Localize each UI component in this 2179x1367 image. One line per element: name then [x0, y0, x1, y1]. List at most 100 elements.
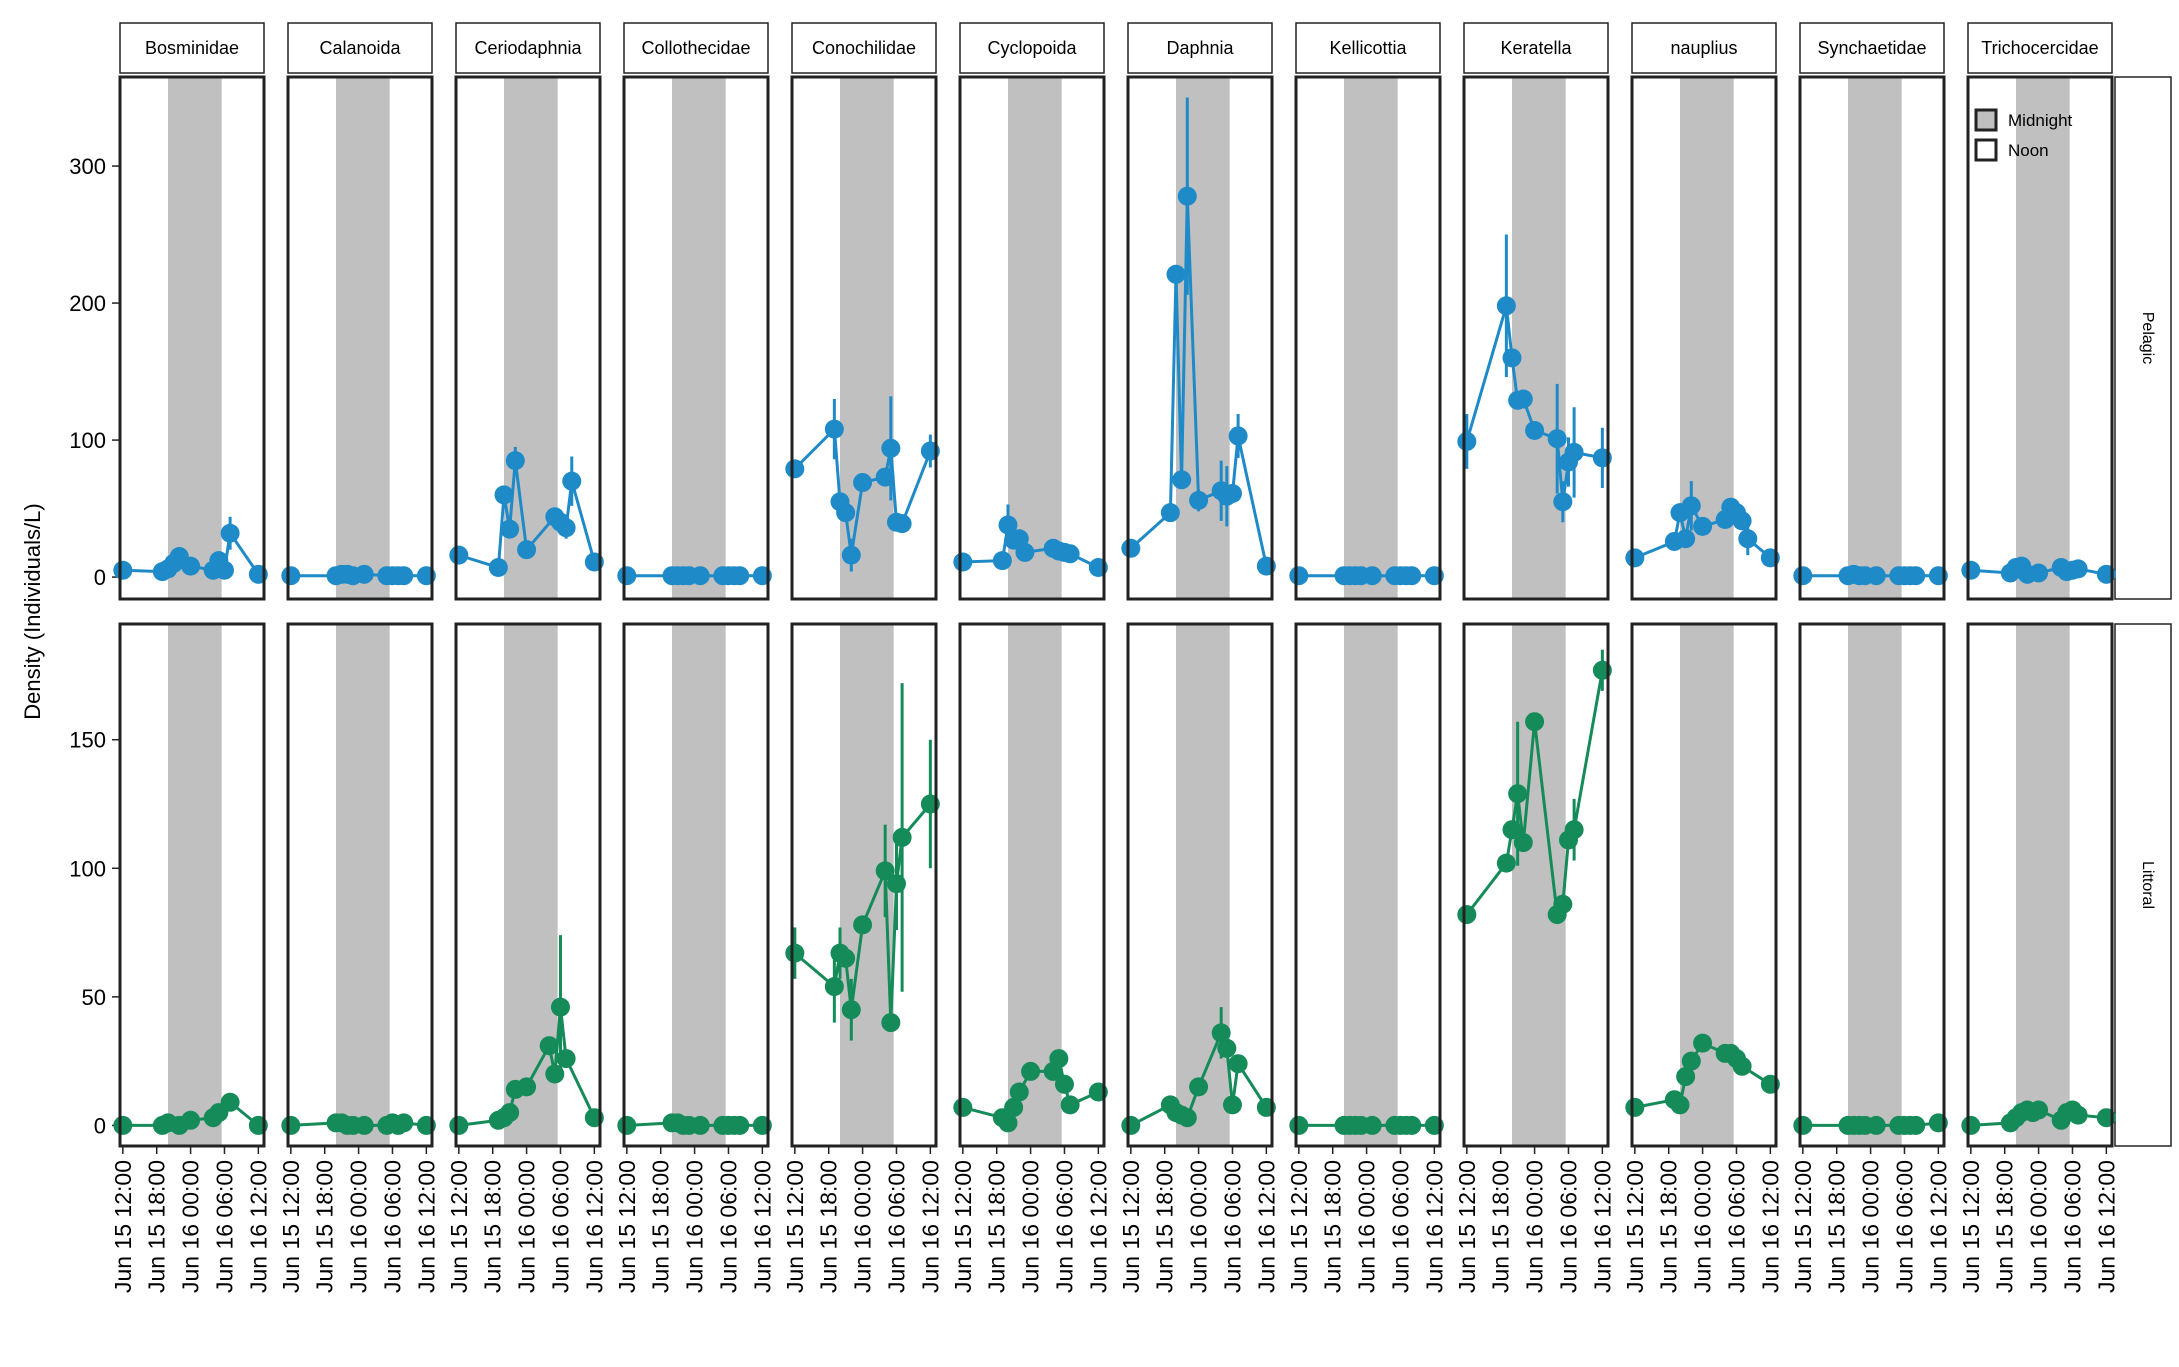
facet-strip-box — [455, 22, 601, 74]
y-axis-title: Density (Individuals/L) — [20, 503, 45, 719]
panel-littoral-conochilidae: Jun 15 12:00 Jun 15 18:00 Jun 16 00:00 Jun … — [782, 622, 943, 1293]
data-point — [354, 564, 374, 584]
x-tick-label: Jun 15 18:00 — [1488, 1160, 1514, 1293]
series-pelagic-collothecidae — [617, 566, 772, 586]
data-point — [992, 551, 1012, 571]
legend-label-noon: Noon — [2008, 141, 2049, 160]
data-point — [1525, 712, 1545, 732]
data-point — [853, 915, 873, 935]
x-tick-label: Jun 16 06:00 — [1219, 1160, 1245, 1293]
panel-border — [1966, 622, 2114, 1148]
facet-strip-label: Conochilidae — [812, 38, 916, 58]
data-point — [836, 948, 856, 968]
data-point — [841, 545, 861, 565]
facet-strip-collothecidae: Collothecidae — [623, 22, 769, 74]
facet-strip-box — [1967, 22, 2113, 74]
data-point — [1625, 548, 1645, 568]
data-point — [1457, 905, 1477, 925]
x-tick-label: Jun 16 12:00 — [1589, 1160, 1615, 1293]
x-tick-label: Jun 16 06:00 — [715, 1160, 741, 1293]
series-pelagic-kellicottia — [1289, 566, 1444, 586]
data-point — [824, 419, 844, 439]
panel-littoral-nauplius: Jun 15 12:00 Jun 15 18:00 Jun 16 00:00 Jun … — [1622, 622, 1783, 1293]
x-tick-label: Jun 16 00:00 — [1522, 1160, 1548, 1293]
panel-border — [1462, 75, 1610, 601]
data-point — [214, 560, 234, 580]
data-point — [1060, 1095, 1080, 1115]
data-point — [1676, 529, 1696, 549]
data-point — [1961, 1115, 1981, 1135]
panel-border — [1462, 622, 1610, 1148]
x-tick-label: Jun 15 18:00 — [1992, 1160, 2018, 1293]
data-point — [617, 566, 637, 586]
series-pelagic-calanoida — [281, 564, 436, 586]
data-point — [785, 943, 805, 963]
data-point — [998, 1113, 1018, 1133]
panel-border — [622, 622, 770, 1148]
data-point — [785, 459, 805, 479]
panel-pelagic-calanoida — [281, 75, 436, 601]
data-point — [1362, 566, 1382, 586]
data-point — [2068, 1105, 2088, 1125]
data-point — [892, 827, 912, 847]
data-point — [1738, 529, 1758, 549]
panel-littoral-kellicottia: Jun 15 12:00 Jun 15 18:00 Jun 16 00:00 Jun … — [1286, 622, 1447, 1293]
data-point — [1547, 429, 1567, 449]
series-pelagic-nauplius — [1625, 481, 1780, 568]
x-tick-label: Jun 15 12:00 — [1958, 1160, 1984, 1293]
facet-strip-synchaetidae: Synchaetidae — [1799, 22, 1945, 74]
data-point — [488, 557, 508, 577]
panel-littoral-synchaetidae: Jun 15 12:00 Jun 15 18:00 Jun 16 00:00 Jun … — [1790, 622, 1951, 1293]
panel-border — [454, 622, 602, 1148]
x-tick-label: Jun 16 06:00 — [211, 1160, 237, 1293]
series-littoral-keratella — [1457, 649, 1612, 925]
data-point — [1166, 264, 1186, 284]
data-point — [1502, 820, 1522, 840]
x-tick-label: Jun 15 18:00 — [816, 1160, 842, 1293]
y-tick-label: 100 — [69, 856, 106, 881]
x-tick-label: Jun 16 06:00 — [547, 1160, 573, 1293]
data-point — [1160, 503, 1180, 523]
x-tick-label: Jun 15 18:00 — [1824, 1160, 1850, 1293]
panel-littoral-ceriodaphnia: Jun 15 12:00 Jun 15 18:00 Jun 16 00:00 Jun … — [446, 622, 607, 1293]
data-point — [2068, 559, 2088, 579]
midnight-band — [2016, 624, 2070, 1146]
x-tick-label: Jun 16 12:00 — [1253, 1160, 1279, 1293]
panel-border — [958, 622, 1106, 1148]
facet-strip-box — [1463, 22, 1609, 74]
data-point — [853, 473, 873, 493]
midnight-band — [1344, 77, 1398, 599]
midnight-band — [336, 624, 390, 1146]
data-point — [1189, 1077, 1209, 1097]
y-tick-label: 200 — [69, 291, 106, 316]
data-point — [1172, 470, 1192, 490]
data-point — [539, 1036, 559, 1056]
x-tick-label: Jun 15 18:00 — [144, 1160, 170, 1293]
data-point — [1513, 389, 1533, 409]
legend-key-midnight — [1974, 108, 1998, 132]
x-tick-label: Jun 15 12:00 — [1622, 1160, 1648, 1293]
data-point — [2029, 563, 2049, 583]
midnight-band — [1344, 624, 1398, 1146]
data-point — [1496, 296, 1516, 316]
midnight-band — [168, 624, 222, 1146]
x-tick-label: Jun 16 00:00 — [682, 1160, 708, 1293]
x-tick-label: Jun 16 00:00 — [1858, 1160, 1884, 1293]
panel-pelagic-kellicottia — [1289, 75, 1444, 601]
x-tick-label: Jun 16 06:00 — [379, 1160, 405, 1293]
facet-strip-keratella: Keratella — [1463, 22, 1609, 74]
data-point — [892, 514, 912, 534]
data-point — [875, 861, 895, 881]
panel-border — [958, 75, 1106, 601]
data-point — [730, 1115, 750, 1135]
facet-strip-box — [1799, 22, 1945, 74]
y-tick-label: 150 — [69, 728, 106, 753]
y-tick-label: 0 — [94, 1113, 106, 1138]
data-point — [1054, 1074, 1074, 1094]
series-littoral-kellicottia — [1289, 1115, 1444, 1135]
x-tick-label: Jun 16 00:00 — [1186, 1160, 1212, 1293]
panel-border — [118, 75, 266, 601]
x-tick-label: Jun 16 06:00 — [1387, 1160, 1413, 1293]
data-point — [1015, 542, 1035, 562]
legend: Midnight Noon — [1974, 108, 2073, 162]
